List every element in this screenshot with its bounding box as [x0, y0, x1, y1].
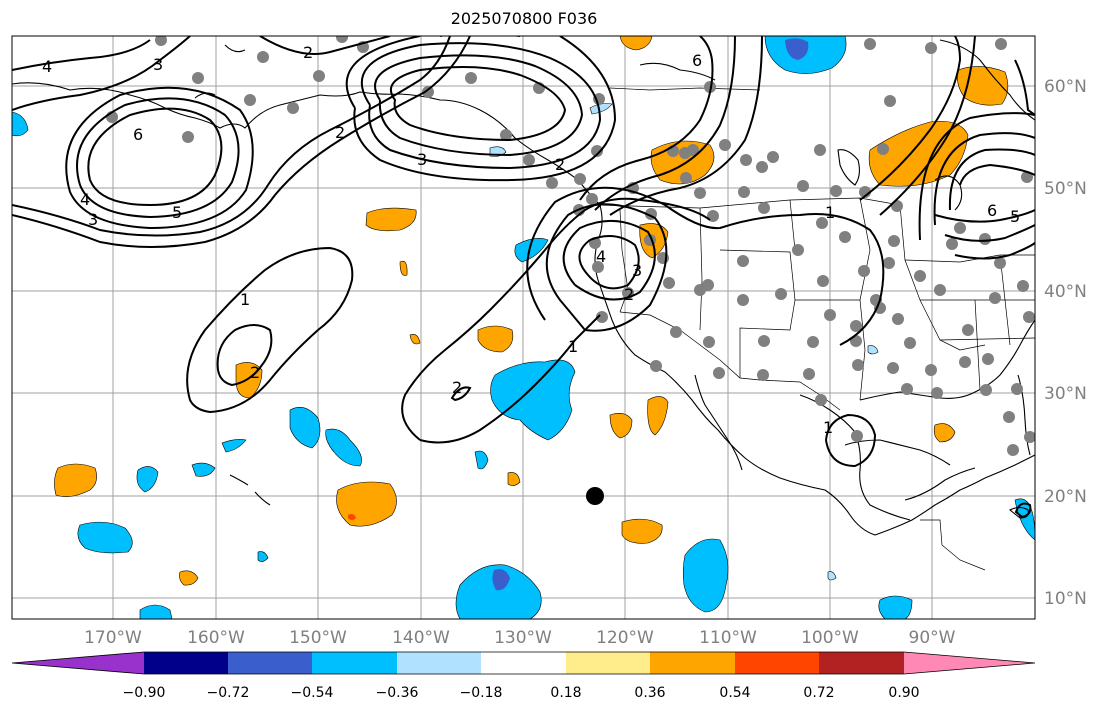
colorbar-label: 0.36	[634, 685, 665, 701]
contour-label: 1	[825, 203, 835, 222]
strong-positive-spot	[348, 514, 356, 520]
contour-label: 3	[153, 55, 163, 74]
colorbar-segment	[397, 652, 481, 674]
lat-tick-label: 10°N	[1044, 589, 1087, 609]
contour-label: 6	[692, 51, 702, 70]
contour-label: 2	[624, 285, 634, 304]
lon-tick-label: 100°W	[801, 628, 859, 648]
contour-label: 2	[335, 123, 345, 142]
colorbar-label: 0.90	[888, 685, 919, 701]
colorbar-label: 0.72	[803, 685, 834, 701]
contour-label: 3	[88, 210, 98, 229]
colorbar-label: −0.72	[207, 685, 250, 701]
colorbar-label: −0.54	[291, 685, 334, 701]
contour-label: 2	[250, 363, 260, 382]
colorbar-outline	[11, 651, 1036, 675]
station-markers	[106, 36, 1035, 456]
map-frame	[11, 35, 1036, 620]
light-negative-areas	[489, 103, 879, 581]
colorbar-segment	[228, 652, 312, 674]
lon-tick-label: 170°W	[84, 628, 142, 648]
lat-tick-label: 30°N	[1044, 384, 1087, 404]
contour-lines	[12, 36, 1035, 519]
lon-tick-label: 140°W	[392, 628, 450, 648]
contour-label: 2	[452, 378, 462, 397]
lat-tick-label: 60°N	[1044, 77, 1087, 97]
contour-value-labels: 4 3 2 6 4 3 5 2 3 2 6 1 4 3 2 1 2 1 2 1 …	[42, 43, 1020, 437]
colorbar-extend-high	[904, 652, 1035, 674]
contour-label: 1	[568, 337, 578, 356]
contour-label: 4	[80, 190, 90, 209]
lon-tick-label: 130°W	[494, 628, 552, 648]
colorbar-label: 0.54	[719, 685, 750, 701]
lon-tick-label: 150°W	[289, 628, 347, 648]
contour-label: 3	[632, 261, 642, 280]
lon-tick-label: 120°W	[596, 628, 654, 648]
contour-label: 6	[987, 201, 997, 220]
contour-label: 1	[823, 418, 833, 437]
lat-tick-label: 50°N	[1044, 179, 1087, 199]
latitude-labels: 60°N 50°N 40°N 30°N 20°N 10°N	[1044, 77, 1087, 609]
colorbar-segment	[144, 652, 228, 674]
contour-label: 2	[303, 43, 313, 62]
grid-lines	[12, 36, 1035, 619]
political-borders	[597, 87, 1035, 571]
lon-tick-label: 90°W	[909, 628, 956, 648]
lat-tick-label: 40°N	[1044, 282, 1087, 302]
contour-label: 6	[133, 125, 143, 144]
colorbar-segment	[650, 652, 735, 674]
colorbar-label: −0.90	[123, 685, 166, 701]
contour-label: 3	[417, 150, 427, 169]
lon-tick-label: 110°W	[699, 628, 757, 648]
lon-tick-label: 160°W	[187, 628, 245, 648]
contour-label: 5	[172, 203, 182, 222]
colorbar-label: −0.18	[460, 685, 503, 701]
contour-label: 4	[596, 247, 606, 266]
map-title: 2025070800 F036	[450, 9, 598, 28]
strong-negative-areas	[492, 38, 809, 591]
colorbar-segment	[735, 652, 819, 674]
longitude-labels: 170°W 160°W 150°W 140°W 130°W 120°W 110°…	[84, 628, 956, 648]
contour-label: 5	[1010, 207, 1020, 226]
colorbar-segment	[481, 652, 566, 674]
colorbar-extend-low	[12, 652, 144, 674]
colorbar-segment	[312, 652, 397, 674]
colorbar-labels: −0.90 −0.72 −0.54 −0.36 −0.18 0.18 0.36 …	[123, 685, 920, 701]
colorbar-segment	[819, 652, 904, 674]
contour-label: 2	[555, 155, 565, 174]
colorbar-label: 0.18	[550, 685, 581, 701]
contour-label: 4	[42, 57, 52, 76]
colorbar: −0.90 −0.72 −0.54 −0.36 −0.18 0.18 0.36 …	[11, 651, 1036, 701]
contour-label: 1	[240, 290, 250, 309]
colorbar-segment	[566, 652, 650, 674]
marker-dot	[586, 487, 604, 505]
lat-tick-label: 20°N	[1044, 487, 1087, 507]
colorbar-label: −0.36	[376, 685, 419, 701]
